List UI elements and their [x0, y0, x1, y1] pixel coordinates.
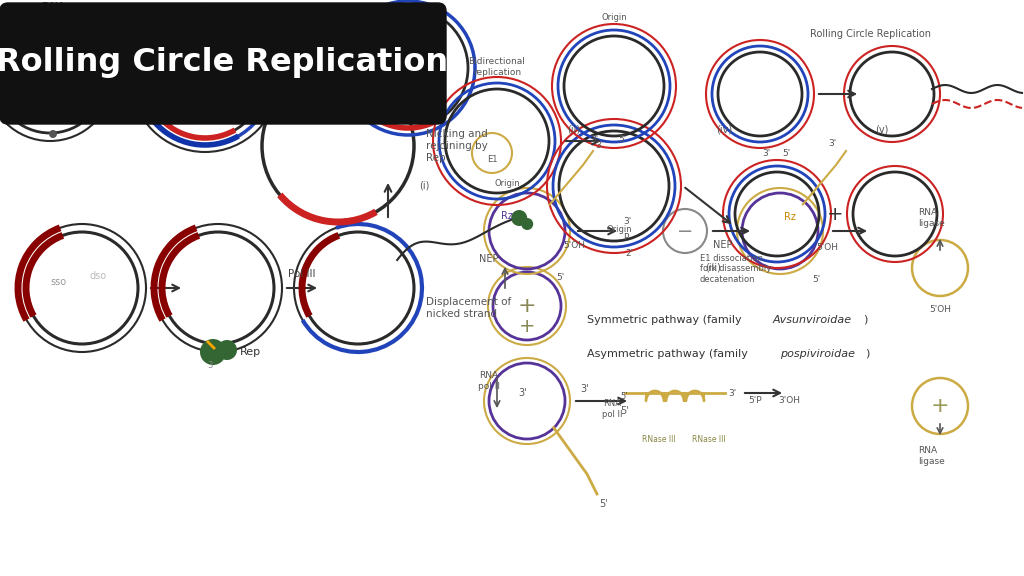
Text: 5': 5' [617, 135, 626, 143]
Text: E1: E1 [486, 154, 498, 164]
Text: E1 dissociation
fork disassembly
decatenation: E1 dissociation fork disassembly decaten… [700, 254, 771, 284]
Text: RNase III: RNase III [642, 434, 676, 444]
Text: +: + [518, 296, 537, 316]
Text: dso: dso [89, 271, 106, 281]
Text: 3': 3' [519, 388, 527, 398]
Text: 3': 3' [590, 135, 598, 143]
Text: RNA
ligase: RNA ligase [918, 209, 945, 228]
Circle shape [521, 218, 534, 230]
Text: (iii): (iii) [705, 263, 721, 273]
Text: ): ) [863, 315, 867, 325]
Text: +: + [95, 63, 121, 93]
FancyBboxPatch shape [0, 3, 446, 124]
Text: Rep: Rep [240, 347, 261, 357]
Text: 5'OH: 5'OH [929, 305, 951, 314]
Circle shape [217, 340, 237, 360]
Text: ssDNA,: ssDNA, [32, 2, 69, 12]
Text: 5'OH: 5'OH [816, 242, 838, 252]
Text: P: P [623, 233, 629, 242]
Circle shape [49, 130, 57, 138]
Text: +: + [519, 316, 536, 335]
Circle shape [511, 210, 527, 226]
Text: Pol III: Pol III [288, 269, 315, 279]
Text: 3': 3' [595, 141, 603, 150]
Text: pospiviroidaе: pospiviroidaе [780, 349, 855, 359]
Text: Asymmetric pathway (family: Asymmetric pathway (family [587, 349, 752, 359]
Text: ): ) [865, 349, 869, 359]
Text: 2': 2' [625, 248, 633, 257]
Text: Rz: Rz [784, 212, 796, 222]
Text: Nicking and
rejoining by
Rep: Nicking and rejoining by Rep [426, 130, 487, 162]
Text: 3': 3' [581, 384, 590, 394]
Text: sso: sso [50, 277, 67, 287]
Circle shape [200, 339, 226, 365]
Text: 3'OH: 3'OH [778, 396, 800, 405]
Text: (ii): (ii) [567, 124, 581, 134]
Text: NEP: NEP [714, 240, 733, 250]
Text: 3': 3' [728, 388, 736, 397]
Text: Avsunviroidae: Avsunviroidae [773, 315, 852, 325]
Text: 5': 5' [782, 150, 791, 158]
Text: Rolling Circle Replication: Rolling Circle Replication [0, 47, 449, 78]
Text: 5'P: 5'P [748, 396, 762, 405]
Text: Origin: Origin [495, 179, 520, 188]
Text: RNA
pol II: RNA pol II [602, 399, 623, 419]
Text: (iv): (iv) [716, 125, 732, 135]
Text: +: + [826, 204, 843, 223]
Text: RNA
pol II: RNA pol II [478, 372, 500, 391]
Text: Origin: Origin [606, 225, 632, 233]
Text: RNA
ligase: RNA ligase [918, 446, 945, 466]
Text: −: − [677, 222, 693, 241]
Text: 3: 3 [207, 362, 213, 370]
Text: Rz: Rz [501, 211, 513, 221]
Text: Displacement of
nicked strand: Displacement of nicked strand [426, 297, 511, 319]
Text: 5'OH: 5'OH [563, 241, 585, 251]
Text: 5': 5' [556, 272, 564, 282]
Text: +: + [931, 396, 949, 416]
Circle shape [369, 73, 391, 94]
Text: Bidirectional
replication: Bidirectional replication [469, 57, 525, 77]
Text: Symmetric pathway (family: Symmetric pathway (family [587, 315, 745, 325]
Text: Origin: Origin [601, 13, 627, 22]
Text: 5': 5' [599, 499, 608, 509]
Circle shape [379, 84, 396, 102]
Text: 5': 5' [620, 392, 628, 401]
Text: DNA
ligase: DNA ligase [300, 42, 331, 64]
Text: (v): (v) [874, 125, 889, 135]
Text: 3': 3' [828, 138, 837, 147]
Text: 5': 5' [812, 275, 820, 283]
Text: (i): (i) [419, 180, 429, 190]
Text: 3': 3' [623, 217, 631, 225]
Text: NEP: NEP [479, 254, 499, 264]
Text: 5': 5' [621, 406, 630, 416]
Text: RNase III: RNase III [692, 434, 726, 444]
Text: Rolling Circle Replication: Rolling Circle Replication [810, 29, 931, 39]
Text: 3': 3' [762, 150, 770, 158]
